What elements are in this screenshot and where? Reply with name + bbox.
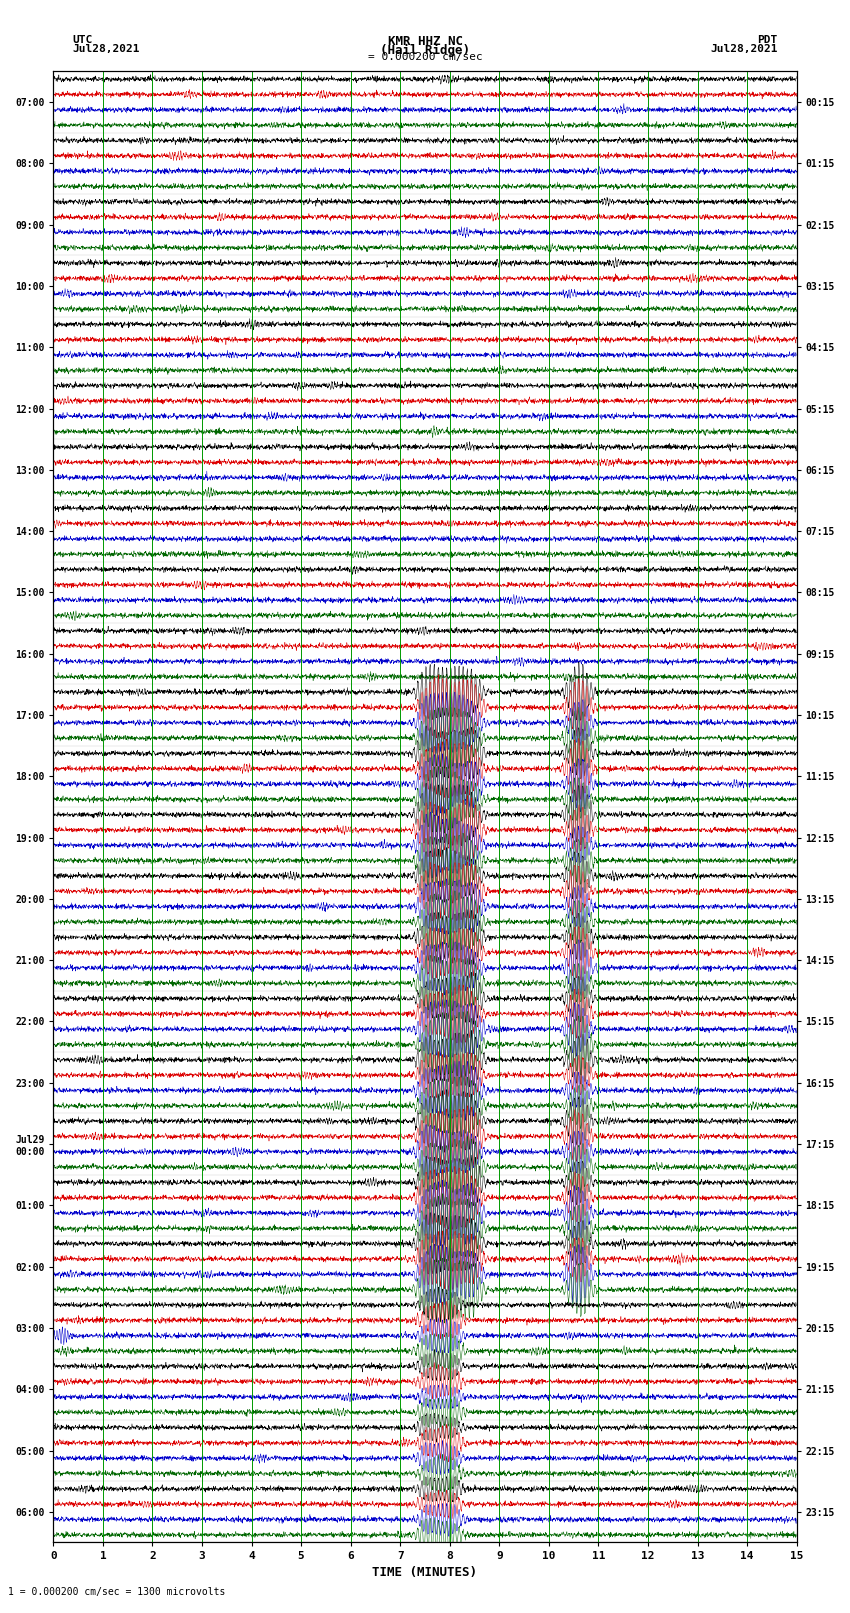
- Text: UTC: UTC: [72, 35, 93, 45]
- Text: = 0.000200 cm/sec: = 0.000200 cm/sec: [367, 52, 483, 61]
- Text: (Hail Ridge): (Hail Ridge): [380, 44, 470, 56]
- Text: KMR HHZ NC: KMR HHZ NC: [388, 35, 462, 48]
- Text: PDT: PDT: [757, 35, 778, 45]
- Text: Jul28,2021: Jul28,2021: [72, 44, 139, 53]
- X-axis label: TIME (MINUTES): TIME (MINUTES): [372, 1566, 478, 1579]
- Text: Jul28,2021: Jul28,2021: [711, 44, 778, 53]
- Text: 1 = 0.000200 cm/sec = 1300 microvolts: 1 = 0.000200 cm/sec = 1300 microvolts: [8, 1587, 226, 1597]
